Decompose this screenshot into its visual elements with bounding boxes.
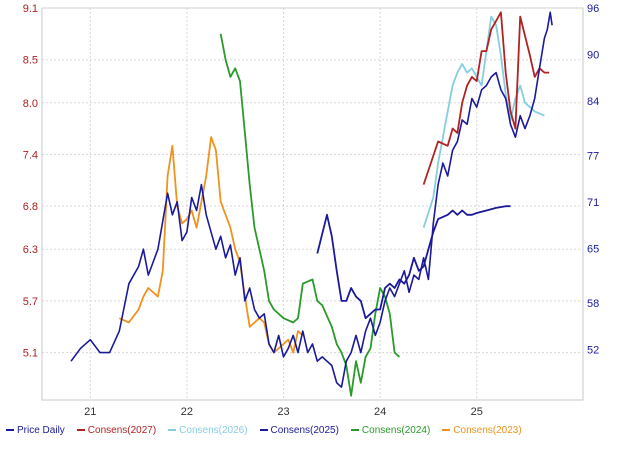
legend-item: Consens(2023) bbox=[442, 424, 522, 438]
left-tick-label: 7.4 bbox=[23, 149, 38, 161]
left-tick-label: 6.8 bbox=[23, 201, 38, 213]
series-line-consens-2027 bbox=[422, 11, 550, 185]
legend-item: Consens(2024) bbox=[350, 424, 431, 438]
legend-label: Consens(2027) bbox=[87, 425, 157, 436]
legend-swatch bbox=[442, 429, 451, 432]
right-tick-label: 52 bbox=[587, 345, 599, 357]
x-tick-label: 25 bbox=[471, 406, 483, 418]
legend-item: Consens(2027) bbox=[76, 424, 157, 438]
right-tick-label: 65 bbox=[587, 244, 599, 256]
legend-swatch bbox=[259, 429, 268, 432]
x-tick-label: 22 bbox=[181, 406, 193, 418]
left-tick-label: 8.5 bbox=[23, 55, 38, 67]
left-tick-label: 9.1 bbox=[23, 3, 38, 15]
legend-label: Consens(2024) bbox=[361, 425, 431, 436]
series-line-consens-2026 bbox=[422, 15, 545, 228]
right-tick-label: 84 bbox=[587, 96, 599, 108]
axes: 9.1 8.5 8.0 7.4 6.8 6.3 5.7 5.1 96 90 84 77 71 65 58 52… bbox=[23, 3, 600, 418]
series-line-consens-2025 bbox=[316, 205, 511, 320]
legend-label: Consens(2025) bbox=[270, 425, 339, 436]
legend-label: Consens(2026) bbox=[179, 425, 248, 436]
legend-swatch bbox=[168, 429, 177, 432]
legend: Price Daily Consens(2027) Consens(2026) Con… bbox=[6, 424, 616, 438]
left-tick-label: 5.7 bbox=[23, 296, 38, 308]
legend-label: Price Daily bbox=[17, 425, 65, 436]
series-line-price-daily bbox=[70, 11, 553, 388]
series-layer bbox=[70, 11, 553, 397]
legend-item: Consens(2026) bbox=[168, 424, 248, 438]
legend-swatch bbox=[6, 429, 14, 432]
legend-swatch bbox=[350, 429, 359, 432]
grid bbox=[41, 7, 584, 401]
right-tick-label: 58 bbox=[587, 298, 599, 310]
series-line-consens-2023 bbox=[118, 136, 304, 354]
right-tick-label: 71 bbox=[587, 197, 599, 209]
right-tick-label: 96 bbox=[587, 3, 599, 15]
series-line-consens-2024 bbox=[219, 33, 401, 397]
right-tick-label: 77 bbox=[587, 150, 599, 162]
legend-item: Price Daily bbox=[6, 424, 65, 438]
x-tick-label: 24 bbox=[374, 406, 386, 418]
plot-border bbox=[41, 7, 584, 401]
left-tick-label: 8.0 bbox=[23, 98, 38, 110]
legend-swatch bbox=[76, 429, 85, 432]
x-tick-label: 21 bbox=[84, 406, 96, 418]
right-tick-label: 90 bbox=[587, 50, 599, 62]
left-tick-label: 6.3 bbox=[23, 244, 38, 256]
legend-item: Consens(2025) bbox=[259, 424, 339, 438]
x-tick-label: 23 bbox=[277, 406, 289, 418]
left-tick-label: 5.1 bbox=[23, 348, 38, 360]
legend-label: Consens(2023) bbox=[453, 425, 522, 436]
